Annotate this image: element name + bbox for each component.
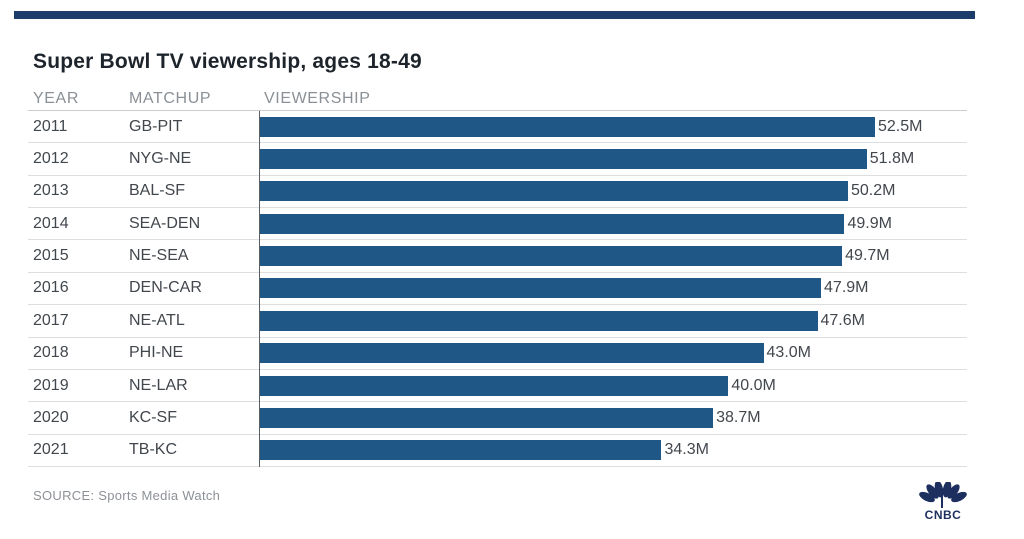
- bar-cell: 47.9M: [259, 273, 967, 304]
- row-year: 2015: [33, 247, 69, 265]
- bar-value-label: 47.9M: [824, 279, 869, 297]
- row-year: 2017: [33, 311, 69, 329]
- bar-cell: 38.7M: [259, 402, 967, 433]
- bar-cell: 47.6M: [259, 305, 967, 336]
- row-matchup: NE-LAR: [129, 376, 188, 394]
- row-matchup: DEN-CAR: [129, 279, 202, 297]
- bar-cell: 52.5M: [259, 111, 967, 142]
- row-year: 2016: [33, 279, 69, 297]
- cnbc-logo: CNBC: [917, 482, 969, 522]
- table-header-row: YEAR MATCHUP VIEWERSHIP: [28, 90, 967, 111]
- row-matchup: TB-KC: [129, 441, 177, 459]
- source-attribution: SOURCE: Sports Media Watch: [33, 488, 221, 503]
- table-row: 2013 BAL-SF 50.2M: [28, 176, 967, 209]
- row-year: 2014: [33, 214, 69, 232]
- viewership-bar: [259, 407, 714, 428]
- table-row: 2011 GB-PIT 52.5M: [28, 111, 967, 144]
- row-matchup: NE-SEA: [129, 247, 189, 265]
- table-body: 2011 GB-PIT 52.5M 2012 NYG-NE 51.8M 2013 BAL-SF…: [28, 111, 967, 467]
- viewership-bar: [259, 213, 845, 234]
- viewership-bar: [259, 246, 843, 267]
- bar-cell: 49.7M: [259, 240, 967, 271]
- viewership-bar: [259, 343, 764, 364]
- bar-cell: 43.0M: [259, 338, 967, 369]
- row-year: 2020: [33, 408, 69, 426]
- bar-cell: 50.2M: [259, 176, 967, 207]
- bar-value-label: 47.6M: [820, 311, 865, 329]
- column-header-matchup: MATCHUP: [129, 90, 212, 107]
- table-row: 2017 NE-ATL 47.6M: [28, 305, 967, 338]
- bar-value-label: 49.9M: [847, 214, 892, 232]
- bar-value-label: 50.2M: [851, 182, 896, 200]
- table-row: 2014 SEA-DEN 49.9M: [28, 208, 967, 241]
- bar-value-label: 40.0M: [731, 376, 776, 394]
- row-matchup: NYG-NE: [129, 150, 192, 168]
- row-matchup: PHI-NE: [129, 344, 184, 362]
- bar-cell: 40.0M: [259, 370, 967, 401]
- chart-baseline-axis: [259, 111, 260, 467]
- bar-cell: 49.9M: [259, 208, 967, 239]
- row-year: 2013: [33, 182, 69, 200]
- table-row: 2016 DEN-CAR 47.9M: [28, 273, 967, 306]
- top-accent-bar: [14, 11, 975, 19]
- row-matchup: BAL-SF: [129, 182, 186, 200]
- row-year: 2019: [33, 376, 69, 394]
- column-header-year: YEAR: [33, 90, 79, 107]
- viewership-bar: [259, 181, 848, 202]
- table-row: 2012 NYG-NE 51.8M: [28, 143, 967, 176]
- viewership-bar: [259, 278, 822, 299]
- viewership-bar: [259, 149, 867, 170]
- row-matchup: KC-SF: [129, 408, 177, 426]
- cnbc-peacock-icon: CNBC: [919, 482, 967, 522]
- bar-cell: 51.8M: [259, 143, 967, 174]
- viewership-bar: [259, 440, 662, 461]
- bar-value-label: 38.7M: [716, 408, 761, 426]
- cnbc-wordmark: CNBC: [925, 508, 962, 522]
- column-header-viewership: VIEWERSHIP: [264, 90, 371, 107]
- row-year: 2018: [33, 344, 69, 362]
- viewership-table: YEAR MATCHUP VIEWERSHIP 2011 GB-PIT 52.5M 2…: [28, 90, 967, 467]
- bar-value-label: 52.5M: [878, 117, 923, 135]
- viewership-bar: [259, 116, 875, 137]
- viewership-bar: [259, 310, 818, 331]
- page-title: Super Bowl TV viewership, ages 18-49: [33, 50, 422, 74]
- bar-value-label: 43.0M: [766, 344, 811, 362]
- table-row: 2021 TB-KC 34.3M: [28, 435, 967, 467]
- table-row: 2015 NE-SEA 49.7M: [28, 240, 967, 273]
- table-row: 2020 KC-SF 38.7M: [28, 402, 967, 435]
- bar-cell: 34.3M: [259, 435, 967, 466]
- table-row: 2019 NE-LAR 40.0M: [28, 370, 967, 403]
- bar-value-label: 49.7M: [845, 247, 890, 265]
- row-year: 2021: [33, 441, 69, 459]
- bar-value-label: 34.3M: [664, 441, 709, 459]
- table-row: 2018 PHI-NE 43.0M: [28, 338, 967, 370]
- row-matchup: GB-PIT: [129, 117, 183, 135]
- bar-value-label: 51.8M: [869, 150, 915, 168]
- row-year: 2011: [33, 117, 68, 135]
- row-matchup: NE-ATL: [129, 311, 185, 329]
- viewership-bar: [259, 375, 729, 396]
- row-year: 2012: [33, 150, 69, 168]
- row-matchup: SEA-DEN: [129, 214, 201, 232]
